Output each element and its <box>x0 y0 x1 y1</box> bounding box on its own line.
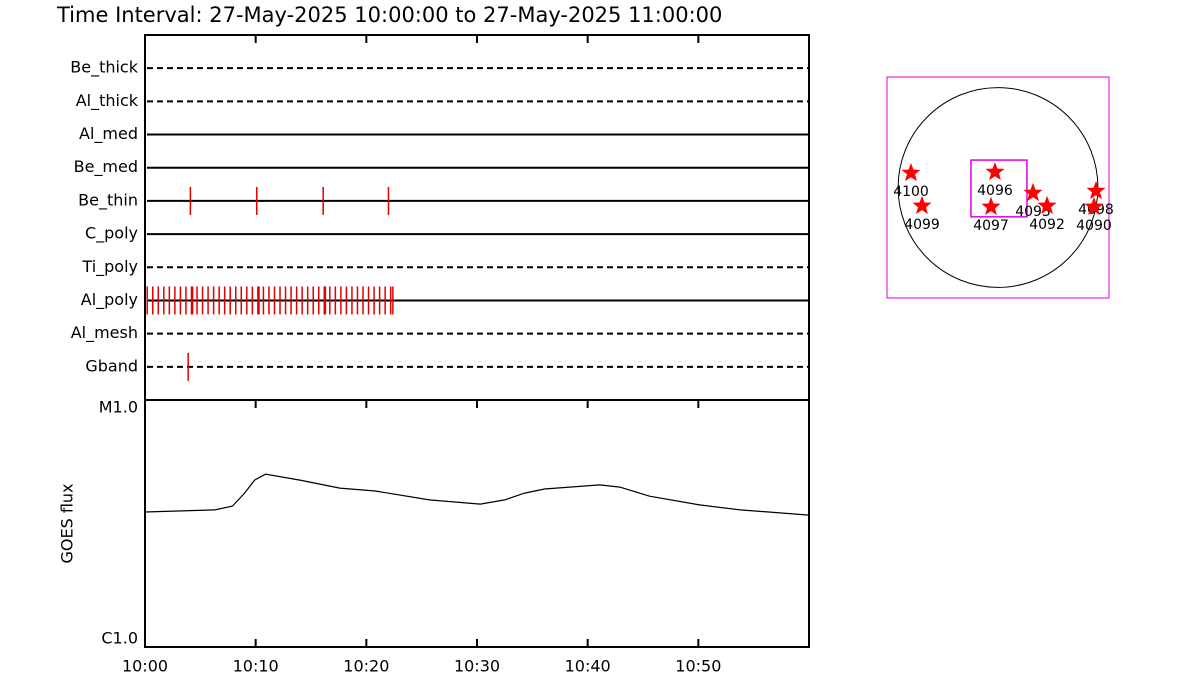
region-label: 4092 <box>1029 217 1065 233</box>
row-label: Gband <box>85 356 138 375</box>
map-frame <box>886 76 1110 299</box>
row-label: Al_poly <box>81 290 138 310</box>
x-tick-label: 10:00 <box>122 657 168 676</box>
region-label: 4093 <box>1015 204 1051 220</box>
x-tick-label: 10:10 <box>233 657 279 676</box>
goes-flux-line <box>144 473 810 516</box>
row-label: Al_mesh <box>71 323 138 343</box>
region-label: 4099 <box>904 217 940 233</box>
panel-frame <box>144 34 810 401</box>
row-label: Be_thin <box>78 190 138 210</box>
region-star <box>901 163 921 182</box>
region-star <box>912 195 932 214</box>
row-label: Al_thick <box>76 91 139 111</box>
y-tick-label: C1.0 <box>101 629 138 648</box>
region-label: 4090 <box>1076 218 1112 234</box>
title: Time Interval: 27-May-2025 10:00:00 to 2… <box>56 3 722 27</box>
region-star <box>985 162 1005 181</box>
panel-frame <box>144 399 810 648</box>
x-tick-label: 10:20 <box>343 657 389 676</box>
region-label: 4097 <box>973 218 1009 234</box>
row-label: Be_med <box>74 157 138 177</box>
y-tick-label: M1.0 <box>99 398 138 417</box>
xrt-fov <box>970 159 1028 218</box>
row-label: Al_med <box>79 124 138 144</box>
region-label: 4100 <box>893 184 929 200</box>
x-tick-label: 10:50 <box>675 657 721 676</box>
row-label: Be_thick <box>70 58 138 78</box>
region-star <box>1023 183 1043 202</box>
region-star <box>1084 196 1104 215</box>
row-label: Ti_poly <box>81 257 138 277</box>
x-tick-label: 10:30 <box>454 657 500 676</box>
row-label: C_poly <box>85 224 138 244</box>
region-star <box>1086 181 1106 200</box>
y-axis-label: GOES flux <box>58 483 77 563</box>
x-tick-label: 10:40 <box>565 657 611 676</box>
region-star <box>1037 195 1057 214</box>
region-label: 4096 <box>977 183 1013 199</box>
region-star <box>981 196 1001 215</box>
